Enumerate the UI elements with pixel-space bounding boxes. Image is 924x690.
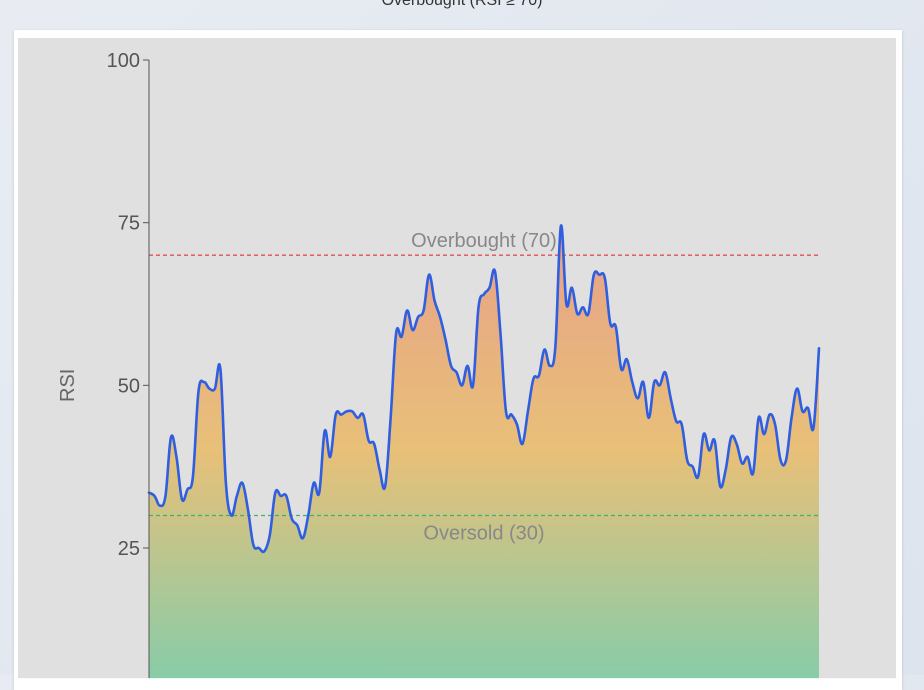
- y-tick-label: 25: [118, 538, 140, 560]
- rsi-line: [147, 224, 821, 554]
- y-tick-label: 50: [118, 375, 140, 397]
- rsi-chart: Overbought (70) Oversold (30) 255075100 …: [18, 38, 896, 679]
- y-tick-label: 75: [118, 213, 140, 235]
- oversold-label: Oversold (30): [423, 522, 544, 544]
- y-axis-label: RSI: [57, 369, 79, 402]
- y-axis-ticks: 25 50 75 100: [107, 50, 149, 560]
- y-tick-label: 100: [107, 50, 140, 72]
- chart-title: Overbought (RSI ≥ 70): [381, 0, 543, 9]
- rsi-area-fill: [149, 225, 819, 679]
- overbought-label: Overbought (70): [411, 230, 557, 252]
- chart-card: Overbought (70) Oversold (30) 25 50 75 100 …: [14, 30, 902, 690]
